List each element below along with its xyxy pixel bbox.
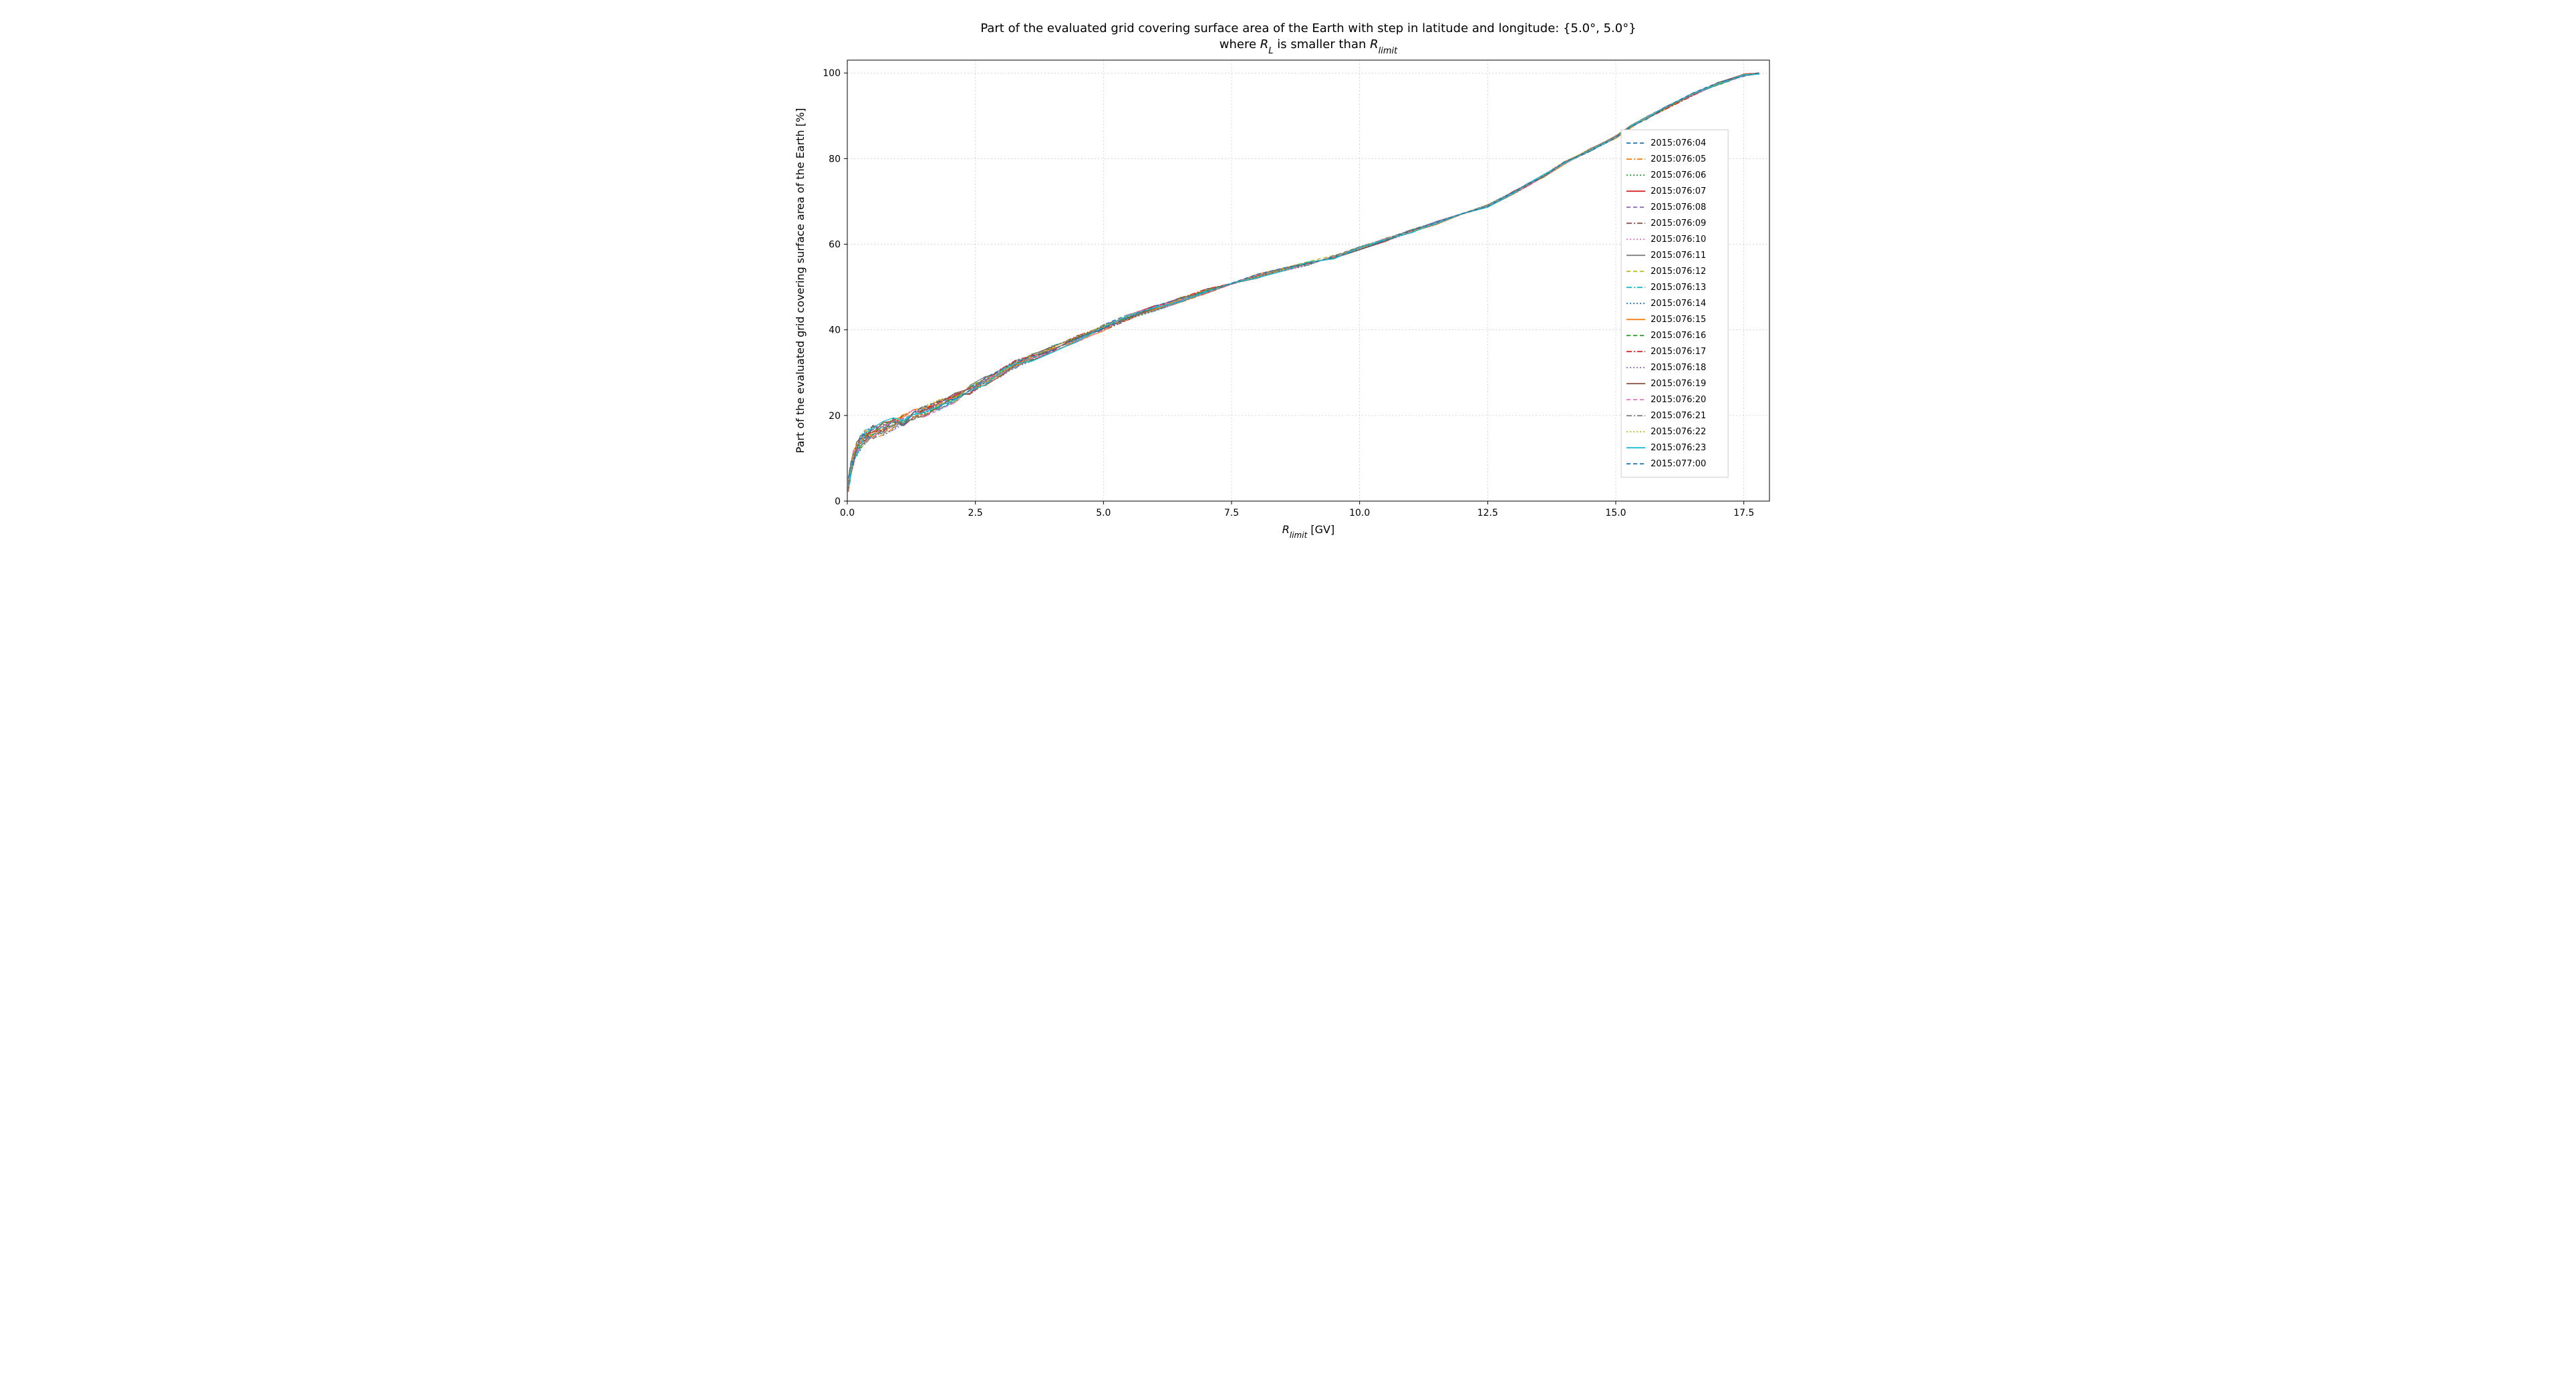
legend-label: 2015:076:14 [1651, 299, 1706, 309]
legend-label: 2015:076:08 [1651, 202, 1706, 212]
legend-label: 2015:076:09 [1651, 218, 1706, 228]
x-tick-label: 17.5 [1733, 508, 1754, 518]
x-tick-label: 2.5 [968, 508, 982, 518]
legend-label: 2015:076:05 [1651, 154, 1706, 164]
legend-label: 2015:076:11 [1651, 251, 1706, 261]
y-tick-label: 0 [835, 496, 841, 507]
legend-label: 2015:076:12 [1651, 267, 1706, 277]
legend-label: 2015:076:22 [1651, 427, 1706, 437]
legend-label: 2015:076:18 [1651, 363, 1706, 373]
x-tick-label: 5.0 [1096, 508, 1111, 518]
x-tick-label: 12.5 [1477, 508, 1497, 518]
legend-label: 2015:076:10 [1651, 235, 1706, 245]
legend-label: 2015:076:06 [1651, 170, 1706, 180]
legend-label: 2015:076:21 [1651, 411, 1706, 421]
x-tick-label: 0.0 [839, 508, 854, 518]
chart-title-line1: Part of the evaluated grid covering surf… [980, 21, 1636, 35]
legend-label: 2015:076:20 [1651, 395, 1706, 405]
legend-label: 2015:076:19 [1651, 379, 1706, 389]
y-tick-label: 80 [829, 154, 841, 164]
legend: 2015:076:04 2015:076:05 2015:076:06 2015:07… [1621, 130, 1728, 477]
legend-label: 2015:076:16 [1651, 331, 1706, 341]
y-tick-label: 40 [829, 325, 841, 336]
legend-label: 2015:076:17 [1651, 347, 1706, 357]
x-tick-label: 15.0 [1605, 508, 1626, 518]
legend-label: 2015:077:00 [1651, 459, 1706, 469]
y-tick-label: 100 [823, 68, 841, 79]
legend-label: 2015:076:13 [1651, 283, 1706, 293]
line-chart: Part of the evaluated grid covering surf… [787, 13, 1790, 548]
y-axis-label: Part of the evaluated grid covering surf… [794, 108, 807, 454]
legend-label: 2015:076:04 [1651, 138, 1706, 148]
y-tick-label: 20 [829, 411, 841, 422]
x-tick-label: 7.5 [1224, 508, 1238, 518]
legend-label: 2015:076:15 [1651, 315, 1706, 325]
y-tick-label: 60 [829, 240, 841, 251]
x-tick-label: 10.0 [1349, 508, 1370, 518]
chart-container: Part of the evaluated grid covering surf… [787, 13, 1790, 548]
legend-label: 2015:076:23 [1651, 443, 1706, 453]
legend-label: 2015:076:07 [1651, 186, 1706, 196]
